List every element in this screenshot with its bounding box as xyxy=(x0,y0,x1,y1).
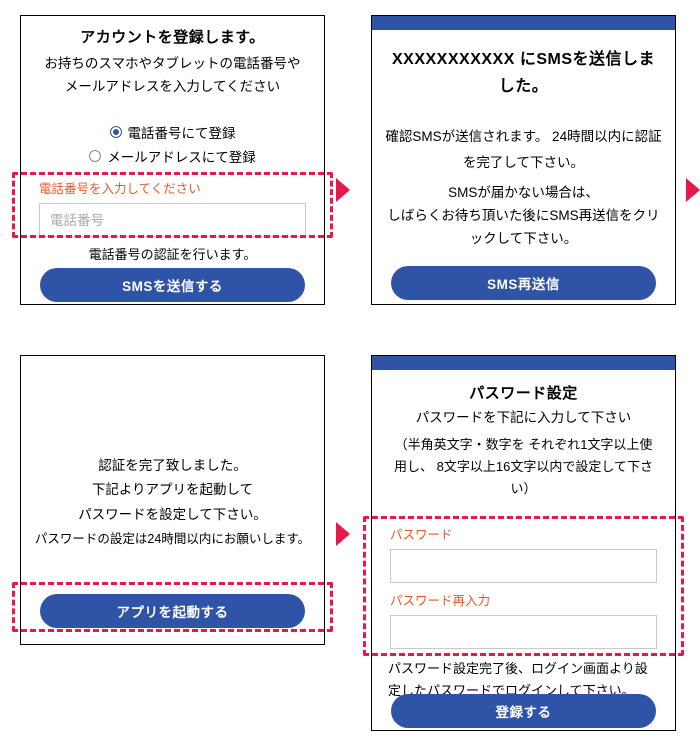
panel4-accent-bar xyxy=(372,356,675,370)
panel2-title: XXXXXXXXXXX にSMSを送信しました。 xyxy=(386,46,661,100)
panel-password: パスワード設定 パスワードを下記に入力して下さい （半角英文字・数字を それぞれ… xyxy=(371,355,676,731)
panel3-line1: 認証を完了致しました。 xyxy=(98,458,247,473)
radio-email-label: メールアドレスにて登録 xyxy=(107,146,256,166)
panel2-body2: SMSが届かない場合は、 しばらくお待ち頂いた後にSMS再送信をクリックして下さ… xyxy=(382,182,665,251)
phone-input[interactable] xyxy=(39,203,306,237)
register-button[interactable]: 登録する xyxy=(391,694,656,728)
panel2-accent-bar xyxy=(372,16,675,30)
radio-email-row[interactable]: メールアドレスにて登録 xyxy=(39,144,306,168)
panel2-line3: しばらくお待ち頂いた後にSMS再送信をクリックして下さい。 xyxy=(387,208,659,246)
panel-register: アカウントを登録します。 お持ちのスマホやタブレットの電話番号やメールアドレスを… xyxy=(20,15,325,305)
panel1-desc: お持ちのスマホやタブレットの電話番号やメールアドレスを入力してください xyxy=(39,53,306,99)
panel1-hint: 電話番号の認証を行います。 xyxy=(39,244,306,263)
radio-off-icon xyxy=(89,150,101,162)
launch-app-button[interactable]: アプリを起動する xyxy=(40,594,305,628)
panel4-rule: （半角英文字・数字を それぞれ1文字以上使用し、 8文字以上16文字以内で設定し… xyxy=(390,434,657,500)
radio-on-icon xyxy=(110,126,122,138)
send-sms-button[interactable]: SMSを送信する xyxy=(40,268,305,302)
password2-label: パスワード再入力 xyxy=(390,590,657,609)
canvas: アカウントを登録します。 お持ちのスマホやタブレットの電話番号やメールアドレスを… xyxy=(0,0,700,746)
panel1-title: アカウントを登録します。 xyxy=(39,26,306,47)
panel2-line1: 確認SMSが送信されます。 24時間以内に認証を完了して下さい。 xyxy=(384,124,663,175)
panel-auth-done: 認証を完了致しました。 下記よりアプリを起動して パスワードを設定して下さい。 … xyxy=(20,355,325,645)
radio-phone-row[interactable]: 電話番号にて登録 xyxy=(39,120,306,144)
panel2-line2: SMSが届かない場合は、 xyxy=(448,185,599,200)
arrow-right-icon xyxy=(686,178,700,202)
resend-sms-button[interactable]: SMS再送信 xyxy=(391,266,656,300)
arrow-right-icon xyxy=(336,522,350,546)
panel2-title-rest: にSMSを送信しました。 xyxy=(499,51,655,95)
panel-sms-sent: XXXXXXXXXXX にSMSを送信しました。 確認SMSが送信されます。 2… xyxy=(371,15,676,305)
panel4-desc: パスワードを下記に入力して下さい xyxy=(390,407,657,430)
arrow-right-icon xyxy=(336,178,350,202)
phone-sublabel: 電話番号を入力してください xyxy=(39,178,306,197)
password-input[interactable] xyxy=(390,549,657,583)
panel4-title: パスワード設定 xyxy=(390,382,657,403)
radio-phone-label: 電話番号にて登録 xyxy=(128,122,236,142)
panel3-line4: パスワードの設定は24時間以内にお願いします。 xyxy=(35,532,310,546)
password-label: パスワード xyxy=(390,524,657,543)
password2-input[interactable] xyxy=(390,615,657,649)
panel3-line3: パスワードを設定して下さい。 xyxy=(78,507,267,522)
panel2-title-number: XXXXXXXXXXX xyxy=(392,51,515,68)
panel3-line2: 下記よりアプリを起動して xyxy=(92,482,253,497)
panel3-body: 認証を完了致しました。 下記よりアプリを起動して パスワードを設定して下さい。 … xyxy=(33,454,312,551)
